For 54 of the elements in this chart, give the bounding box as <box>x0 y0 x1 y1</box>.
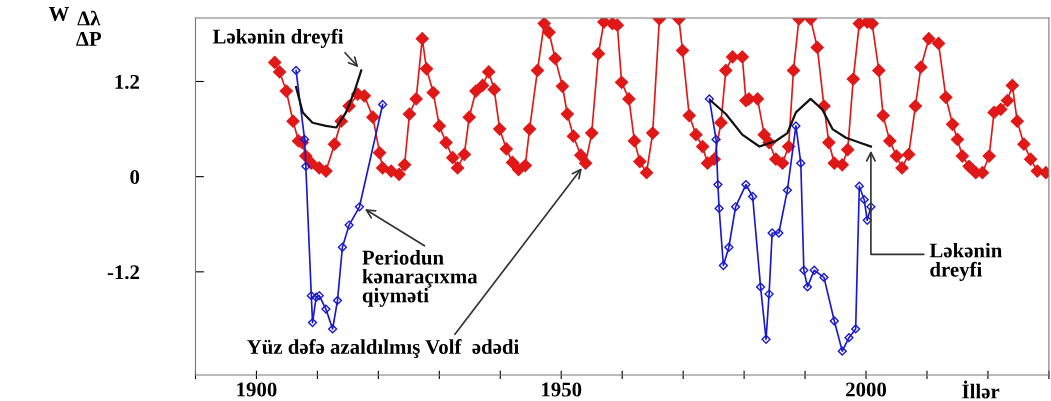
point <box>713 179 723 190</box>
point <box>299 134 310 145</box>
point <box>291 65 301 76</box>
x-tick-label: 1900 <box>237 382 277 397</box>
point <box>809 265 819 275</box>
text: Δλ ΔP <box>76 10 102 46</box>
point <box>337 242 348 252</box>
y-tick-label: 0 <box>130 170 140 185</box>
point <box>866 202 876 212</box>
annotation: Ləkənin dreyfi <box>929 242 1003 281</box>
annotation: Periodun kənaraçıxma qiyməti <box>362 250 478 307</box>
point <box>711 134 721 145</box>
point <box>837 346 847 356</box>
point <box>799 265 809 275</box>
point <box>764 289 774 299</box>
point <box>378 99 388 110</box>
point <box>718 260 729 271</box>
point <box>328 324 338 334</box>
y-tick-label: 1.2 <box>115 74 140 90</box>
point <box>714 203 724 214</box>
point <box>796 158 806 168</box>
point <box>321 304 331 314</box>
point <box>819 272 829 283</box>
point <box>782 185 793 195</box>
point <box>761 334 771 344</box>
point <box>332 295 343 306</box>
y-axis-title: W <box>48 7 70 22</box>
point <box>854 181 864 191</box>
point <box>724 242 734 252</box>
annotation: Yüz dəfə azaldılmış Volf ədədi <box>247 339 519 359</box>
point <box>791 121 801 131</box>
point <box>748 191 758 202</box>
point <box>844 333 854 343</box>
point <box>774 228 784 238</box>
point <box>802 282 813 292</box>
point <box>862 215 872 225</box>
point <box>307 317 318 328</box>
point <box>851 324 861 334</box>
point <box>301 161 311 171</box>
point <box>354 202 365 212</box>
point <box>859 195 869 205</box>
point <box>306 291 316 301</box>
point <box>755 282 766 292</box>
x-axis-title: İllər <box>962 380 1000 399</box>
point <box>344 220 354 230</box>
point <box>741 179 751 190</box>
y-tick-label: -1.2 <box>107 265 140 280</box>
point <box>829 316 839 326</box>
point <box>767 228 777 238</box>
point <box>704 94 714 104</box>
x-tick-label: 1950 <box>542 382 582 397</box>
annotation: Ləkənin dreyfi <box>212 28 344 48</box>
point <box>730 202 741 212</box>
x-tick-label: 2000 <box>846 382 887 397</box>
